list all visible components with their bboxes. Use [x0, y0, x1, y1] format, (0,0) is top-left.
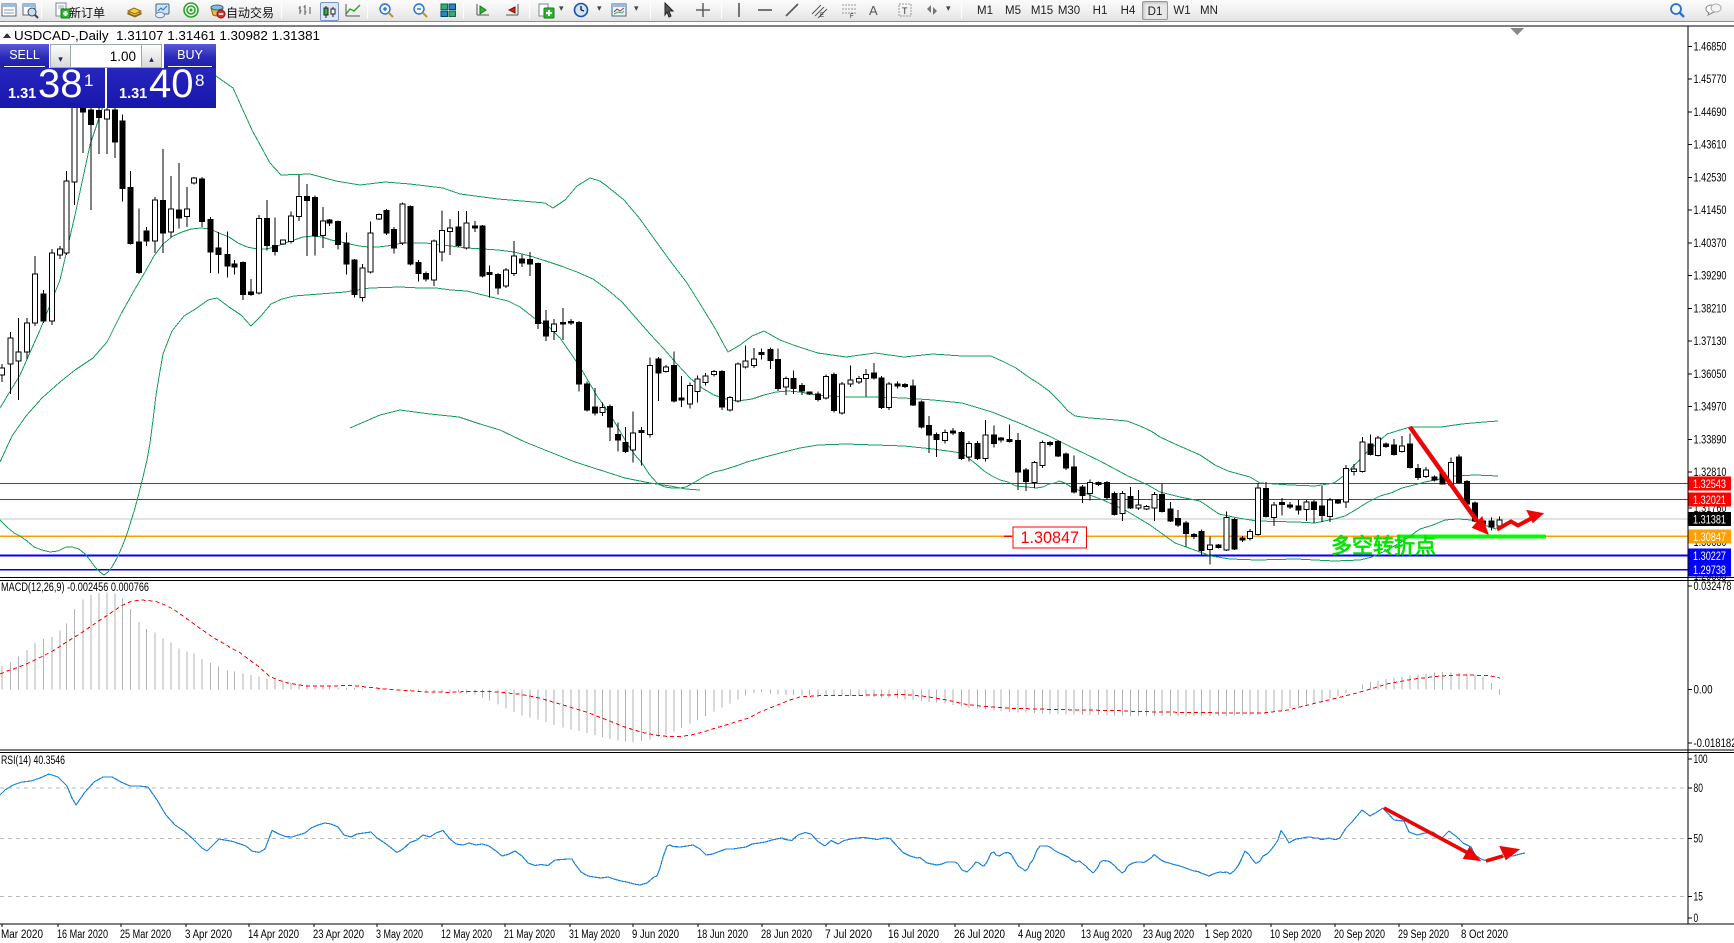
svg-text:4 Aug 2020: 4 Aug 2020	[1018, 929, 1065, 941]
svg-text:1.46850: 1.46850	[1694, 41, 1727, 53]
svg-text:多空转折点: 多空转折点	[1331, 534, 1436, 558]
svg-text:8 Oct 2020: 8 Oct 2020	[1461, 929, 1508, 941]
svg-text:26 Jul 2020: 26 Jul 2020	[954, 929, 1005, 941]
svg-text:1.42530: 1.42530	[1694, 172, 1727, 184]
svg-text:1.30847: 1.30847	[1693, 532, 1726, 544]
svg-text:-0.018182: -0.018182	[1694, 738, 1734, 750]
svg-text:1.44690: 1.44690	[1694, 107, 1727, 119]
svg-text:18 Jun 2020: 18 Jun 2020	[697, 929, 748, 941]
svg-text:21 May 2020: 21 May 2020	[504, 929, 555, 941]
svg-text:15: 15	[1694, 892, 1703, 904]
svg-text:1.41450: 1.41450	[1694, 205, 1727, 217]
svg-text:F: F	[850, 14, 854, 19]
svg-text:1.39290: 1.39290	[1694, 271, 1727, 283]
svg-text:23 Apr 2020: 23 Apr 2020	[313, 929, 364, 941]
svg-text:1.45770: 1.45770	[1694, 74, 1727, 86]
svg-text:1.32810: 1.32810	[1694, 467, 1727, 479]
svg-text:1.29738: 1.29738	[1693, 565, 1726, 577]
svg-text:31 May 2020: 31 May 2020	[569, 929, 620, 941]
svg-text:1.32021: 1.32021	[1693, 495, 1726, 507]
svg-text:1.36050: 1.36050	[1694, 369, 1727, 381]
svg-text:1.33890: 1.33890	[1694, 434, 1727, 446]
svg-text:E: E	[820, 13, 824, 19]
svg-text:T: T	[902, 6, 908, 16]
svg-text:1.30847: 1.30847	[1021, 529, 1080, 547]
svg-text:1.40370: 1.40370	[1694, 238, 1727, 250]
svg-text:0.00: 0.00	[1694, 684, 1713, 696]
svg-text:RSI(14) 40.3546: RSI(14) 40.3546	[1, 755, 65, 767]
svg-text:USDCAD-,Daily 1.31107 1.31461: USDCAD-,Daily 1.31107 1.31461 1.30982 1.…	[14, 29, 320, 43]
svg-text:7 Jul 2020: 7 Jul 2020	[825, 929, 872, 941]
svg-text:0.032478: 0.032478	[1694, 581, 1732, 593]
svg-text:Mar 2020: Mar 2020	[1, 929, 43, 941]
svg-text:1 Sep 2020: 1 Sep 2020	[1205, 929, 1252, 941]
svg-text:3 May 2020: 3 May 2020	[376, 929, 423, 941]
svg-text:MACD(12,26,9) -0.002456 0.0007: MACD(12,26,9) -0.002456 0.000766	[1, 582, 149, 594]
svg-text:25 Mar 2020: 25 Mar 2020	[120, 929, 171, 941]
svg-text:100: 100	[1694, 754, 1708, 766]
svg-text:0: 0	[1694, 913, 1699, 925]
svg-text:20 Sep 2020: 20 Sep 2020	[1334, 929, 1385, 941]
svg-text:1.31381: 1.31381	[1693, 515, 1726, 527]
svg-text:3 Apr 2020: 3 Apr 2020	[185, 929, 232, 941]
svg-text:1.38210: 1.38210	[1694, 303, 1727, 315]
svg-text:1.43610: 1.43610	[1694, 140, 1727, 152]
svg-text:16 Jul 2020: 16 Jul 2020	[888, 929, 939, 941]
svg-text:1.32543: 1.32543	[1693, 479, 1726, 491]
svg-text:80: 80	[1694, 783, 1703, 795]
svg-text:23 Aug 2020: 23 Aug 2020	[1143, 929, 1194, 941]
svg-text:50: 50	[1694, 834, 1703, 846]
svg-text:9 Jun 2020: 9 Jun 2020	[632, 929, 679, 941]
svg-text:12 May 2020: 12 May 2020	[441, 929, 492, 941]
svg-text:13 Aug 2020: 13 Aug 2020	[1081, 929, 1132, 941]
svg-text:1.34970: 1.34970	[1694, 402, 1727, 414]
svg-text:29 Sep 2020: 29 Sep 2020	[1398, 929, 1449, 941]
svg-text:28 Jun 2020: 28 Jun 2020	[761, 929, 812, 941]
svg-text:14 Apr 2020: 14 Apr 2020	[248, 929, 299, 941]
svg-text:16 Mar 2020: 16 Mar 2020	[57, 929, 108, 941]
svg-text:1.30227: 1.30227	[1693, 551, 1726, 563]
svg-text:10 Sep 2020: 10 Sep 2020	[1270, 929, 1321, 941]
svg-text:1.37130: 1.37130	[1694, 336, 1727, 348]
